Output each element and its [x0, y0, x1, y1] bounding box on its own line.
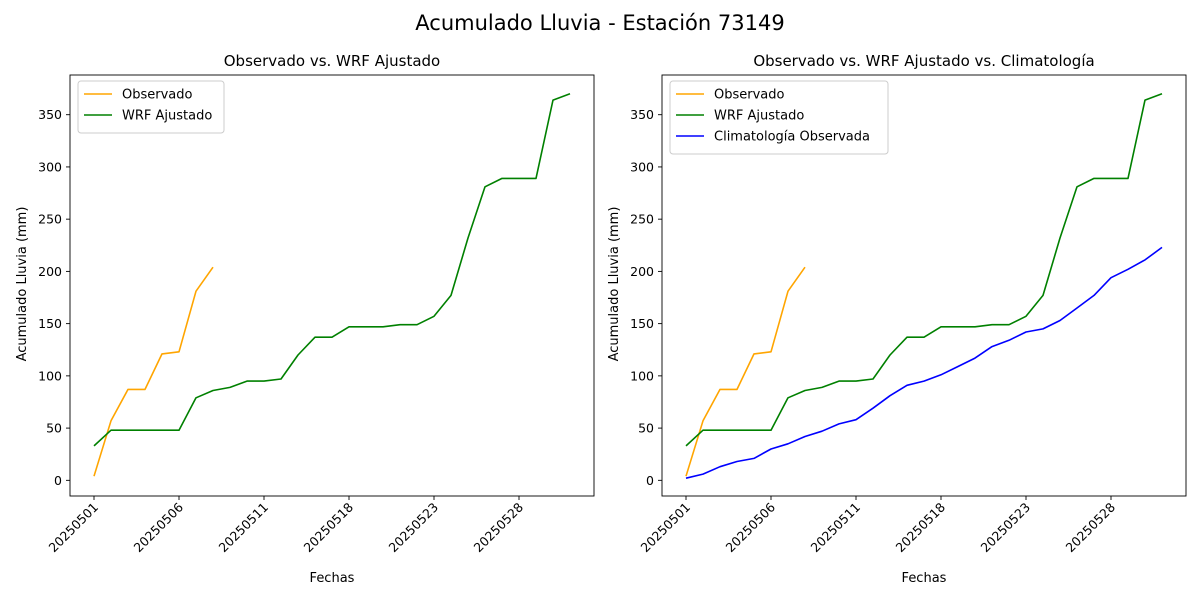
left-y-tick-label: 200	[38, 264, 62, 279]
right-plot-ylabel: Acumulado Lluvia (mm)	[607, 207, 622, 362]
right-legend-label: Climatología Observada	[714, 130, 870, 145]
right-plot-xlabel: Fechas	[902, 571, 947, 586]
right-axes-frame	[661, 74, 1187, 497]
right-x-tick-label: 20250518	[893, 499, 949, 555]
right-series-line-climatologia	[685, 246, 1163, 479]
left-y-tick-label: 300	[38, 159, 62, 174]
right-y-tick-label: 100	[630, 368, 654, 383]
right-legend-label: Observado	[714, 88, 785, 103]
left-axes-frame	[69, 74, 595, 497]
left-legend-box	[77, 80, 225, 134]
left-y-tick-label: 350	[38, 107, 62, 122]
right-y-tick-label: 250	[630, 212, 654, 227]
right-x-tick-label: 20250511	[808, 500, 864, 556]
left-x-tick-label: 20250518	[301, 499, 357, 555]
right-y-tick-label: 0	[646, 473, 654, 488]
left-y-tick-label: 100	[38, 368, 62, 383]
right-y-tick-label: 300	[630, 159, 654, 174]
right-x-tick-label: 20250506	[723, 499, 779, 555]
right-y-tick-label: 50	[638, 421, 654, 436]
left-x-tick-label: 20250501	[46, 500, 102, 556]
right-x-tick-label: 20250523	[978, 500, 1034, 556]
right-x-tick-label: 20250501	[638, 500, 694, 556]
left-series-line-observado	[93, 266, 214, 477]
right-plot-title: Observado vs. WRF Ajustado vs. Climatolo…	[753, 52, 1094, 70]
right-y-tick-label: 350	[630, 107, 654, 122]
left-y-tick-label: 50	[46, 421, 62, 436]
left-x-tick-label: 20250511	[216, 500, 272, 556]
right-series-line-observado	[685, 266, 806, 477]
right-series-line-wrf	[685, 93, 1163, 447]
left-y-tick-label: 250	[38, 212, 62, 227]
left-x-tick-label: 20250528	[471, 499, 527, 555]
left-y-tick-label: 0	[54, 473, 62, 488]
right-y-tick-label: 150	[630, 316, 654, 331]
left-y-tick-label: 150	[38, 316, 62, 331]
right-plot-panel: Observado vs. WRF Ajustado vs. Climatolo…	[607, 52, 1187, 586]
left-plot-xlabel: Fechas	[310, 571, 355, 586]
right-legend-box	[669, 80, 889, 155]
left-x-tick-label: 20250506	[131, 499, 187, 555]
right-y-tick-label: 200	[630, 264, 654, 279]
left-series-line-wrf	[93, 93, 571, 447]
figure-suptitle: Acumulado Lluvia - Estación 73149	[415, 11, 784, 35]
left-legend-label: WRF Ajustado	[122, 109, 212, 124]
left-x-tick-label: 20250523	[386, 500, 442, 556]
left-plot-title: Observado vs. WRF Ajustado	[224, 52, 440, 70]
left-plot-panel: Observado vs. WRF Ajustado 0 50 100 150 200 2…	[15, 52, 595, 586]
right-legend-label: WRF Ajustado	[714, 109, 804, 124]
right-x-tick-label: 20250528	[1063, 499, 1119, 555]
left-plot-ylabel: Acumulado Lluvia (mm)	[15, 207, 30, 362]
left-legend-label: Observado	[122, 88, 193, 103]
